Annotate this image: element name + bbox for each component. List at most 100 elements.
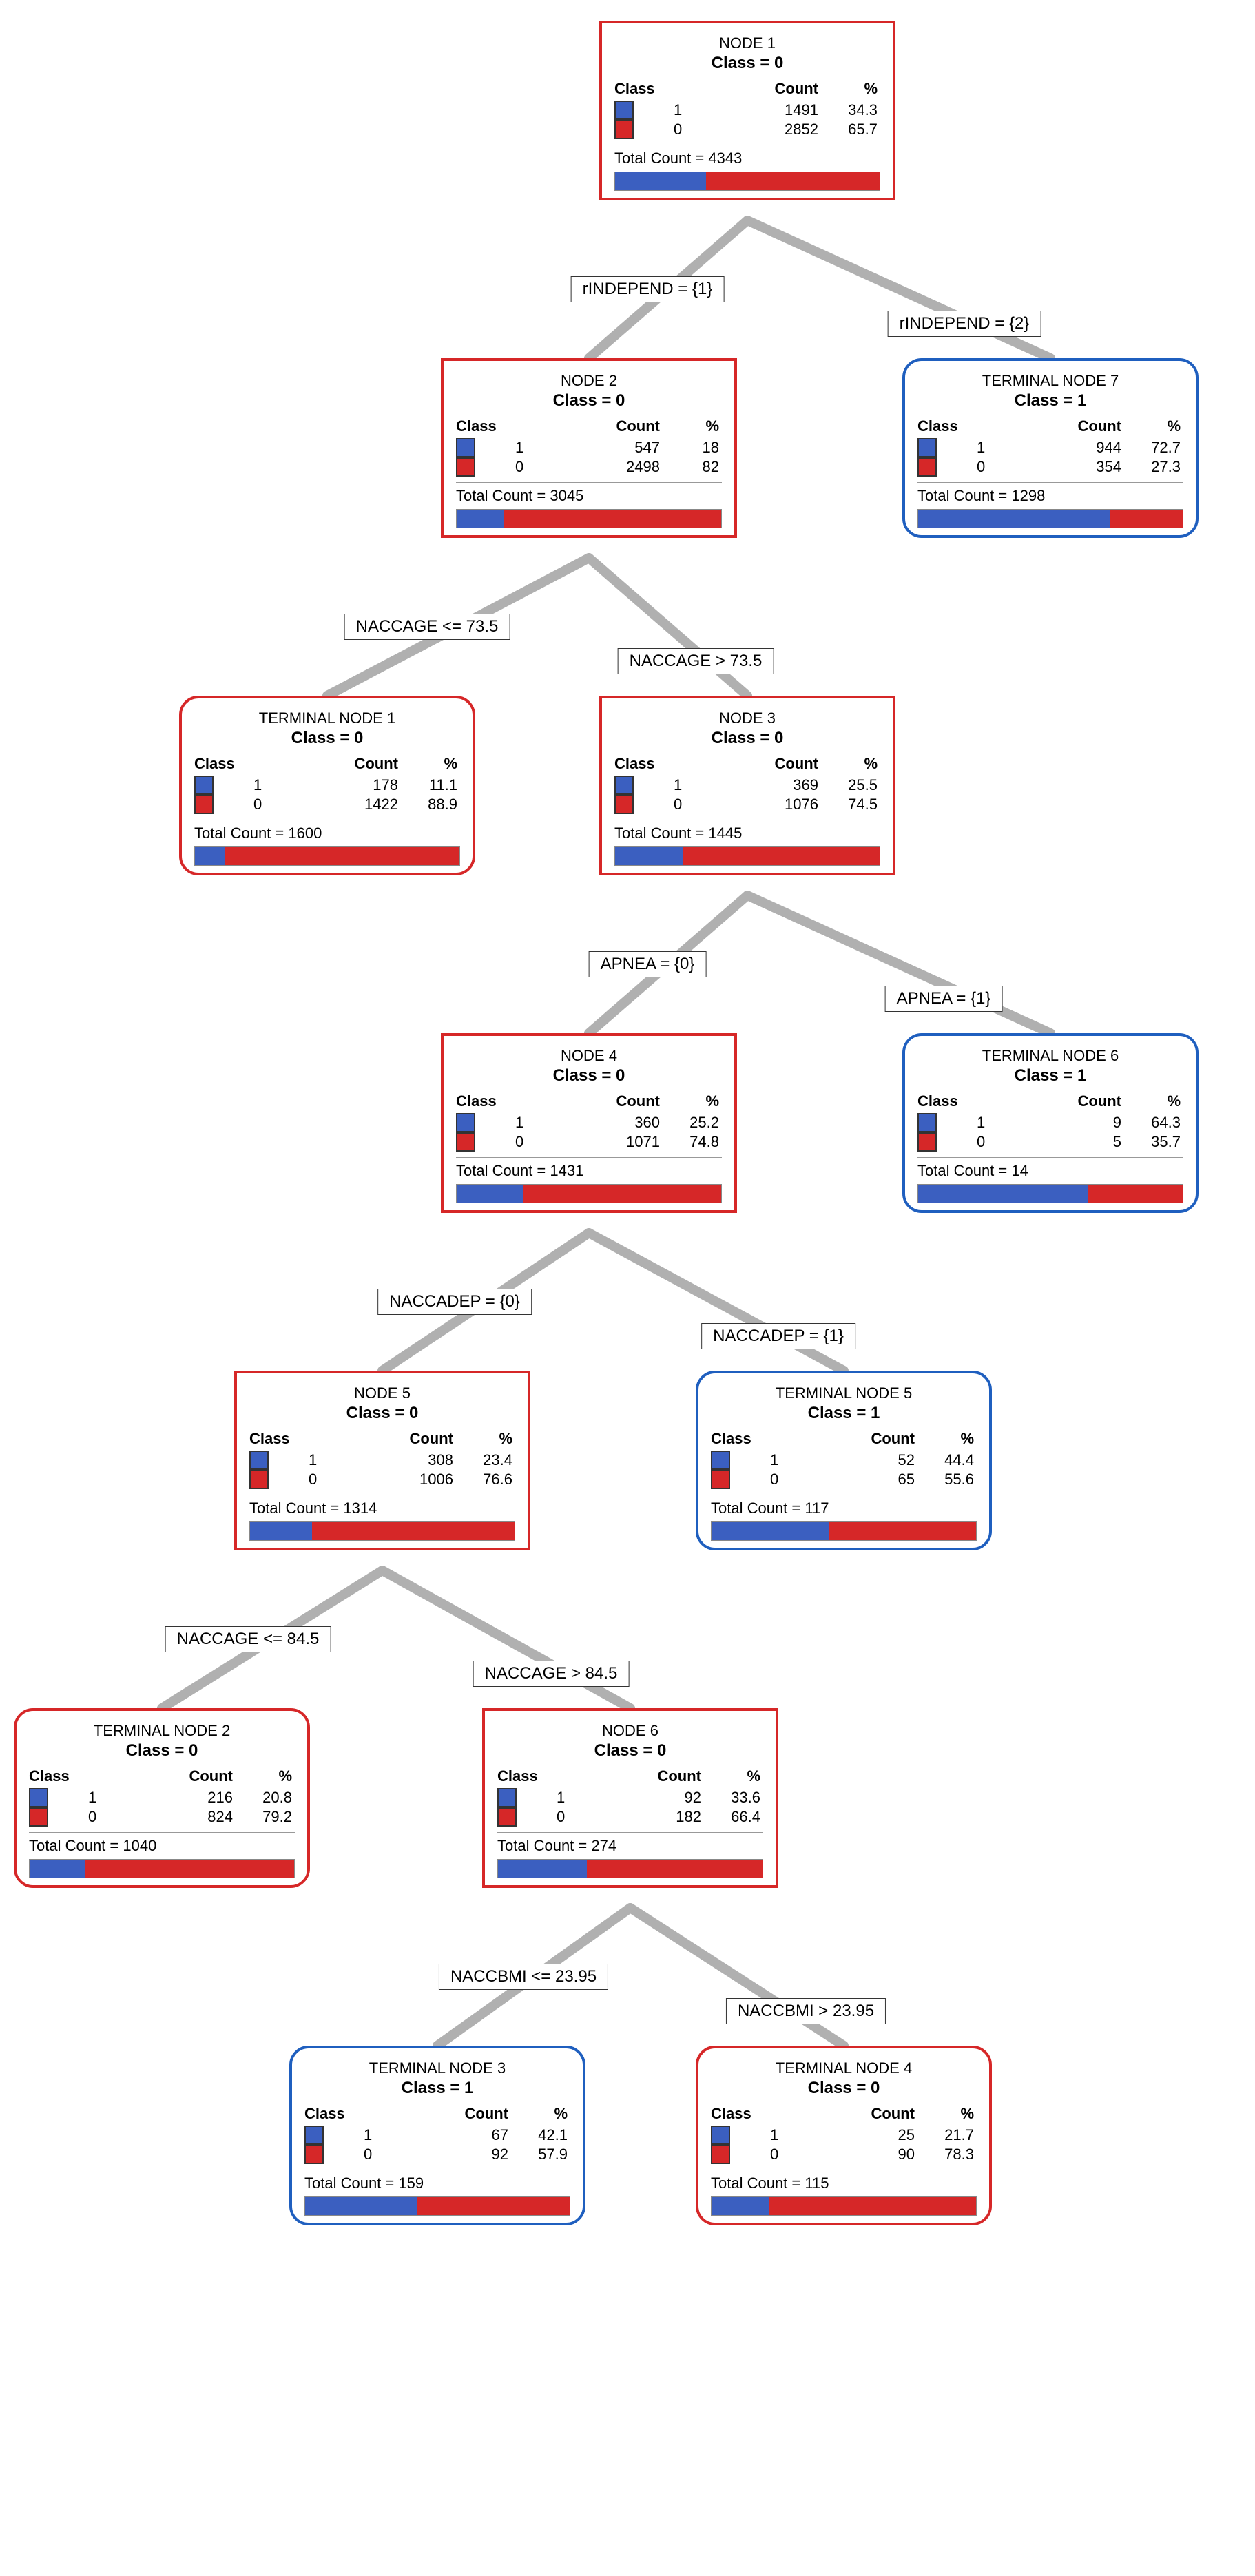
dist-bar [711, 1521, 977, 1541]
tree-node: TERMINAL NODE 6 Class = 1 Class Count % … [902, 1033, 1199, 1213]
class0-row: 0 1422 88.9 [194, 795, 460, 814]
dist-bar [456, 509, 722, 528]
edge [747, 895, 1050, 1033]
class0-row: 0 1076 74.5 [614, 795, 880, 814]
node-class: Class = 1 [711, 1404, 977, 1423]
class1-swatch [711, 1451, 730, 1470]
edge [630, 1908, 844, 2046]
node-class: Class = 0 [614, 729, 880, 748]
node-title: TERMINAL NODE 3 [304, 2059, 570, 2077]
class0-row: 0 5 35.7 [917, 1132, 1183, 1152]
tree-node: NODE 3 Class = 0 Class Count % 1 369 25.… [599, 696, 895, 875]
dist-bar [614, 172, 880, 191]
dist-bar [304, 2196, 570, 2216]
class1-swatch [29, 1788, 48, 1807]
node-title: TERMINAL NODE 6 [917, 1047, 1183, 1065]
class1-swatch [917, 1113, 937, 1132]
total-count: Total Count = 4343 [614, 145, 880, 167]
node-title: TERMINAL NODE 5 [711, 1384, 977, 1402]
node-class: Class = 0 [29, 1741, 295, 1760]
total-count: Total Count = 1600 [194, 820, 460, 842]
node-header-row: Class Count % [711, 2105, 977, 2123]
class1-swatch [711, 2126, 730, 2145]
class1-row: 1 178 11.1 [194, 776, 460, 795]
class1-row: 1 944 72.7 [917, 438, 1183, 457]
class0-row: 0 1071 74.8 [456, 1132, 722, 1152]
class0-swatch [917, 457, 937, 477]
node-class: Class = 1 [917, 1066, 1183, 1086]
node-header-row: Class Count % [29, 1767, 295, 1785]
class1-row: 1 52 44.4 [711, 1451, 977, 1470]
node-title: NODE 1 [614, 34, 880, 52]
class1-swatch [249, 1451, 269, 1470]
node-class: Class = 0 [614, 54, 880, 73]
node-title: TERMINAL NODE 4 [711, 2059, 977, 2077]
class0-swatch [711, 1470, 730, 1489]
node-title: NODE 4 [456, 1047, 722, 1065]
edge [382, 1570, 630, 1708]
total-count: Total Count = 1040 [29, 1832, 295, 1855]
edge-label: rINDEPEND = {2} [888, 311, 1041, 337]
edge-label: NACCAGE <= 73.5 [344, 614, 510, 640]
edge-label: NACCADEP = {1} [701, 1323, 855, 1349]
class1-swatch [614, 776, 634, 795]
class1-row: 1 360 25.2 [456, 1113, 722, 1132]
class1-row: 1 369 25.5 [614, 776, 880, 795]
node-class: Class = 0 [497, 1741, 763, 1760]
edge-label: NACCADEP = {0} [377, 1289, 532, 1315]
class0-swatch [917, 1132, 937, 1152]
total-count: Total Count = 1314 [249, 1495, 515, 1517]
class0-row: 0 65 55.6 [711, 1470, 977, 1489]
class0-row: 0 92 57.9 [304, 2145, 570, 2164]
class1-row: 1 216 20.8 [29, 1788, 295, 1807]
tree-node: TERMINAL NODE 2 Class = 0 Class Count % … [14, 1708, 310, 1888]
class0-row: 0 824 79.2 [29, 1807, 295, 1827]
edge [589, 558, 747, 696]
node-header-row: Class Count % [614, 80, 880, 98]
class0-swatch [456, 457, 475, 477]
total-count: Total Count = 1431 [456, 1157, 722, 1180]
dist-bar [194, 846, 460, 866]
dist-bar [614, 846, 880, 866]
class1-row: 1 67 42.1 [304, 2126, 570, 2145]
class1-swatch [456, 1113, 475, 1132]
node-header-row: Class Count % [249, 1430, 515, 1448]
node-header-row: Class Count % [456, 1092, 722, 1110]
class0-row: 0 1006 76.6 [249, 1470, 515, 1489]
node-class: Class = 0 [249, 1404, 515, 1423]
tree-node: NODE 1 Class = 0 Class Count % 1 1491 34… [599, 21, 895, 200]
total-count: Total Count = 14 [917, 1157, 1183, 1180]
total-count: Total Count = 1445 [614, 820, 880, 842]
node-title: NODE 5 [249, 1384, 515, 1402]
total-count: Total Count = 1298 [917, 482, 1183, 505]
tree-node: NODE 5 Class = 0 Class Count % 1 308 23.… [234, 1371, 530, 1550]
node-title: TERMINAL NODE 1 [194, 709, 460, 727]
class1-swatch [304, 2126, 324, 2145]
class0-swatch [614, 120, 634, 139]
edge-label: APNEA = {0} [589, 951, 707, 977]
class1-row: 1 92 33.6 [497, 1788, 763, 1807]
class1-row: 1 25 21.7 [711, 2126, 977, 2145]
dist-bar [456, 1184, 722, 1203]
node-header-row: Class Count % [917, 417, 1183, 435]
node-header-row: Class Count % [194, 755, 460, 773]
class1-row: 1 9 64.3 [917, 1113, 1183, 1132]
node-title: TERMINAL NODE 7 [917, 372, 1183, 390]
node-header-row: Class Count % [304, 2105, 570, 2123]
edge-label: NACCBMI <= 23.95 [439, 1964, 608, 1990]
dist-bar [29, 1859, 295, 1878]
node-class: Class = 1 [304, 2079, 570, 2098]
class0-swatch [194, 795, 214, 814]
dist-bar [917, 509, 1183, 528]
node-header-row: Class Count % [917, 1092, 1183, 1110]
dist-bar [917, 1184, 1183, 1203]
class1-swatch [614, 101, 634, 120]
node-header-row: Class Count % [614, 755, 880, 773]
class0-row: 0 2498 82 [456, 457, 722, 477]
edge-label: NACCAGE <= 84.5 [165, 1626, 331, 1652]
node-class: Class = 0 [456, 1066, 722, 1086]
dist-bar [497, 1859, 763, 1878]
node-header-row: Class Count % [497, 1767, 763, 1785]
dist-bar [711, 2196, 977, 2216]
node-title: NODE 2 [456, 372, 722, 390]
